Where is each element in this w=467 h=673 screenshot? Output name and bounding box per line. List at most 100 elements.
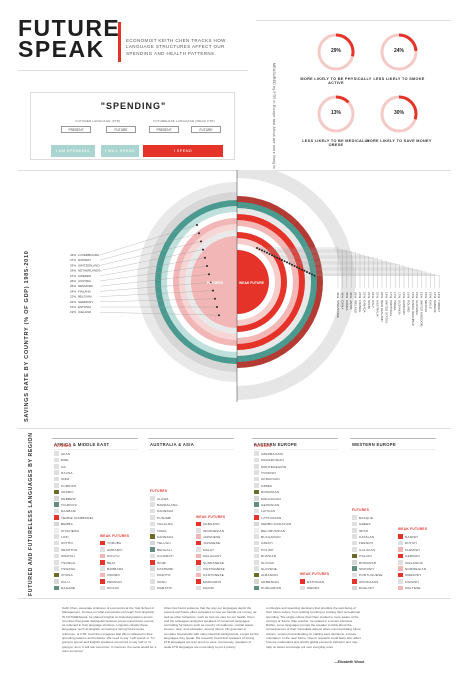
- weak-language: GERMAN: [405, 554, 420, 559]
- right-country-label: UNITED STATES: [384, 300, 388, 323]
- center-label-weak: WEAK FUTURE: [239, 281, 265, 285]
- stat-ring-fill: [380, 33, 418, 71]
- futured-swatch: [150, 528, 155, 533]
- right-value-label: 46%: [340, 292, 344, 298]
- right-country-label: GREECE: [433, 300, 437, 313]
- futured-swatch: [254, 547, 259, 552]
- right-data-point: [261, 249, 263, 252]
- right-data-point: [308, 272, 311, 275]
- left-data-point: [208, 273, 210, 276]
- right-value-label: 15%: [424, 292, 428, 298]
- right-country-label: TURKEY: [437, 300, 441, 312]
- futured-swatch: [254, 579, 259, 584]
- futured-swatch: [54, 547, 59, 552]
- weak-futures-label: WEAK FUTURES: [398, 527, 428, 532]
- region-rule: [350, 438, 436, 439]
- futured-swatch: [150, 585, 155, 591]
- stat-ring-3: [380, 95, 418, 133]
- weak-swatch: [398, 579, 403, 584]
- left-data-point: [198, 232, 200, 235]
- futured-swatch: [54, 476, 59, 482]
- right-country-label: MEXICO: [424, 300, 428, 313]
- futured-swatch: [352, 521, 357, 527]
- right-data-point: [281, 259, 283, 261]
- futured-swatch: [150, 566, 155, 571]
- futured-swatch: [54, 553, 59, 559]
- futured-language: HINDI: [157, 560, 167, 565]
- right-country-label: POLAND: [406, 300, 410, 313]
- futured-language: SERBO-CROATIAN: [261, 522, 292, 527]
- futured-language: POLISH: [261, 547, 274, 552]
- left-country-label: GERMANY: [78, 300, 93, 304]
- weak-swatch: [398, 572, 403, 578]
- stat-ring-fill: [317, 95, 355, 133]
- right-country-label: SPAIN: [367, 300, 371, 309]
- left-value-label: 19%: [70, 310, 76, 314]
- right-country-label: KOREA: [345, 300, 349, 311]
- weak-language: JAVANESE: [203, 541, 221, 546]
- left-value-label: 25%: [70, 284, 76, 288]
- spending-word: "SPENDING": [100, 101, 167, 111]
- futures-label: FUTURES: [352, 508, 370, 513]
- right-value-label: 14%: [437, 292, 441, 298]
- left-leader-line: [99, 233, 200, 261]
- tag-present-ftr: PRESENT: [61, 126, 91, 133]
- futured-swatch: [54, 470, 59, 475]
- right-country-label: JAPAN: [349, 300, 353, 309]
- left-leader-line: [99, 274, 210, 287]
- futured-language: SPANISH: [359, 566, 374, 571]
- futured-swatch: [254, 585, 259, 591]
- left-country-label: BELGIUM: [78, 295, 92, 299]
- right-country-label: UNITED KINGDOM: [420, 300, 424, 327]
- futured-language: SLOVAK: [261, 560, 275, 565]
- footer-rule: [18, 598, 451, 599]
- futured-language: DAGARE: [61, 586, 76, 591]
- weak-swatch: [196, 540, 201, 546]
- weak-language: BAMBARA: [107, 566, 124, 571]
- futured-language: TEMNE (KAMBORE): [61, 515, 94, 520]
- left-leader-line: [99, 241, 202, 266]
- left-value-label: 43%: [70, 253, 76, 257]
- futured-swatch: [54, 528, 59, 533]
- weak-futures-label: WEAK FUTURES: [300, 572, 330, 577]
- futured-swatch: [352, 579, 357, 584]
- futured-language: TAMIL: [157, 528, 167, 533]
- futured-language: PUNJABI: [157, 515, 172, 520]
- weak-language: MALAY: [203, 547, 215, 552]
- weak-language: WENDS: [307, 586, 320, 591]
- right-data-point: [263, 250, 266, 253]
- region-title: EASTERN EUROPE: [254, 442, 298, 447]
- futured-language: HUNGARIAN: [261, 586, 282, 591]
- futured-swatch: [352, 534, 357, 539]
- weak-swatch: [100, 540, 105, 546]
- stat-ring-1: [380, 33, 418, 71]
- weak-language: FINNISH: [405, 579, 419, 584]
- left-country-label: LUXEMBOURG: [78, 253, 100, 257]
- futured-swatch: [254, 464, 259, 469]
- right-country-label: IRELAND: [354, 300, 358, 314]
- futured-swatch: [254, 457, 259, 463]
- right-value-label: 21%: [371, 292, 375, 298]
- futured-swatch: [150, 560, 155, 565]
- spending-card: "SPENDING" FUTURED LANGUAGE (FTR) FUTURE…: [30, 92, 235, 160]
- futured-swatch: [254, 560, 259, 565]
- right-value-label: 17%: [389, 292, 393, 298]
- chart-bottom-rule: [18, 428, 451, 429]
- weak-swatch: [196, 534, 201, 539]
- weak-swatch: [196, 572, 201, 578]
- region-subrule: [52, 449, 138, 450]
- futured-language: TSWANA: [61, 566, 76, 571]
- right-value-label: 35%: [345, 292, 349, 298]
- right-data-point: [311, 273, 313, 276]
- footer-col-1: Keith Chen, associate professor of econo…: [62, 606, 157, 653]
- futured-swatch: [254, 508, 259, 514]
- futured-swatch: [54, 483, 59, 488]
- left-data-point: [204, 256, 206, 259]
- futured-language: PASHTO: [157, 573, 171, 578]
- futured-language: GREEK: [359, 522, 371, 527]
- stat-label: MORE LIKELY TO SAVE MONEY: [366, 139, 432, 143]
- right-data-point: [303, 269, 306, 272]
- weak-language: DUTCH: [405, 541, 417, 546]
- futured-language: IGBO: [61, 477, 70, 482]
- left-data-point: [214, 297, 216, 300]
